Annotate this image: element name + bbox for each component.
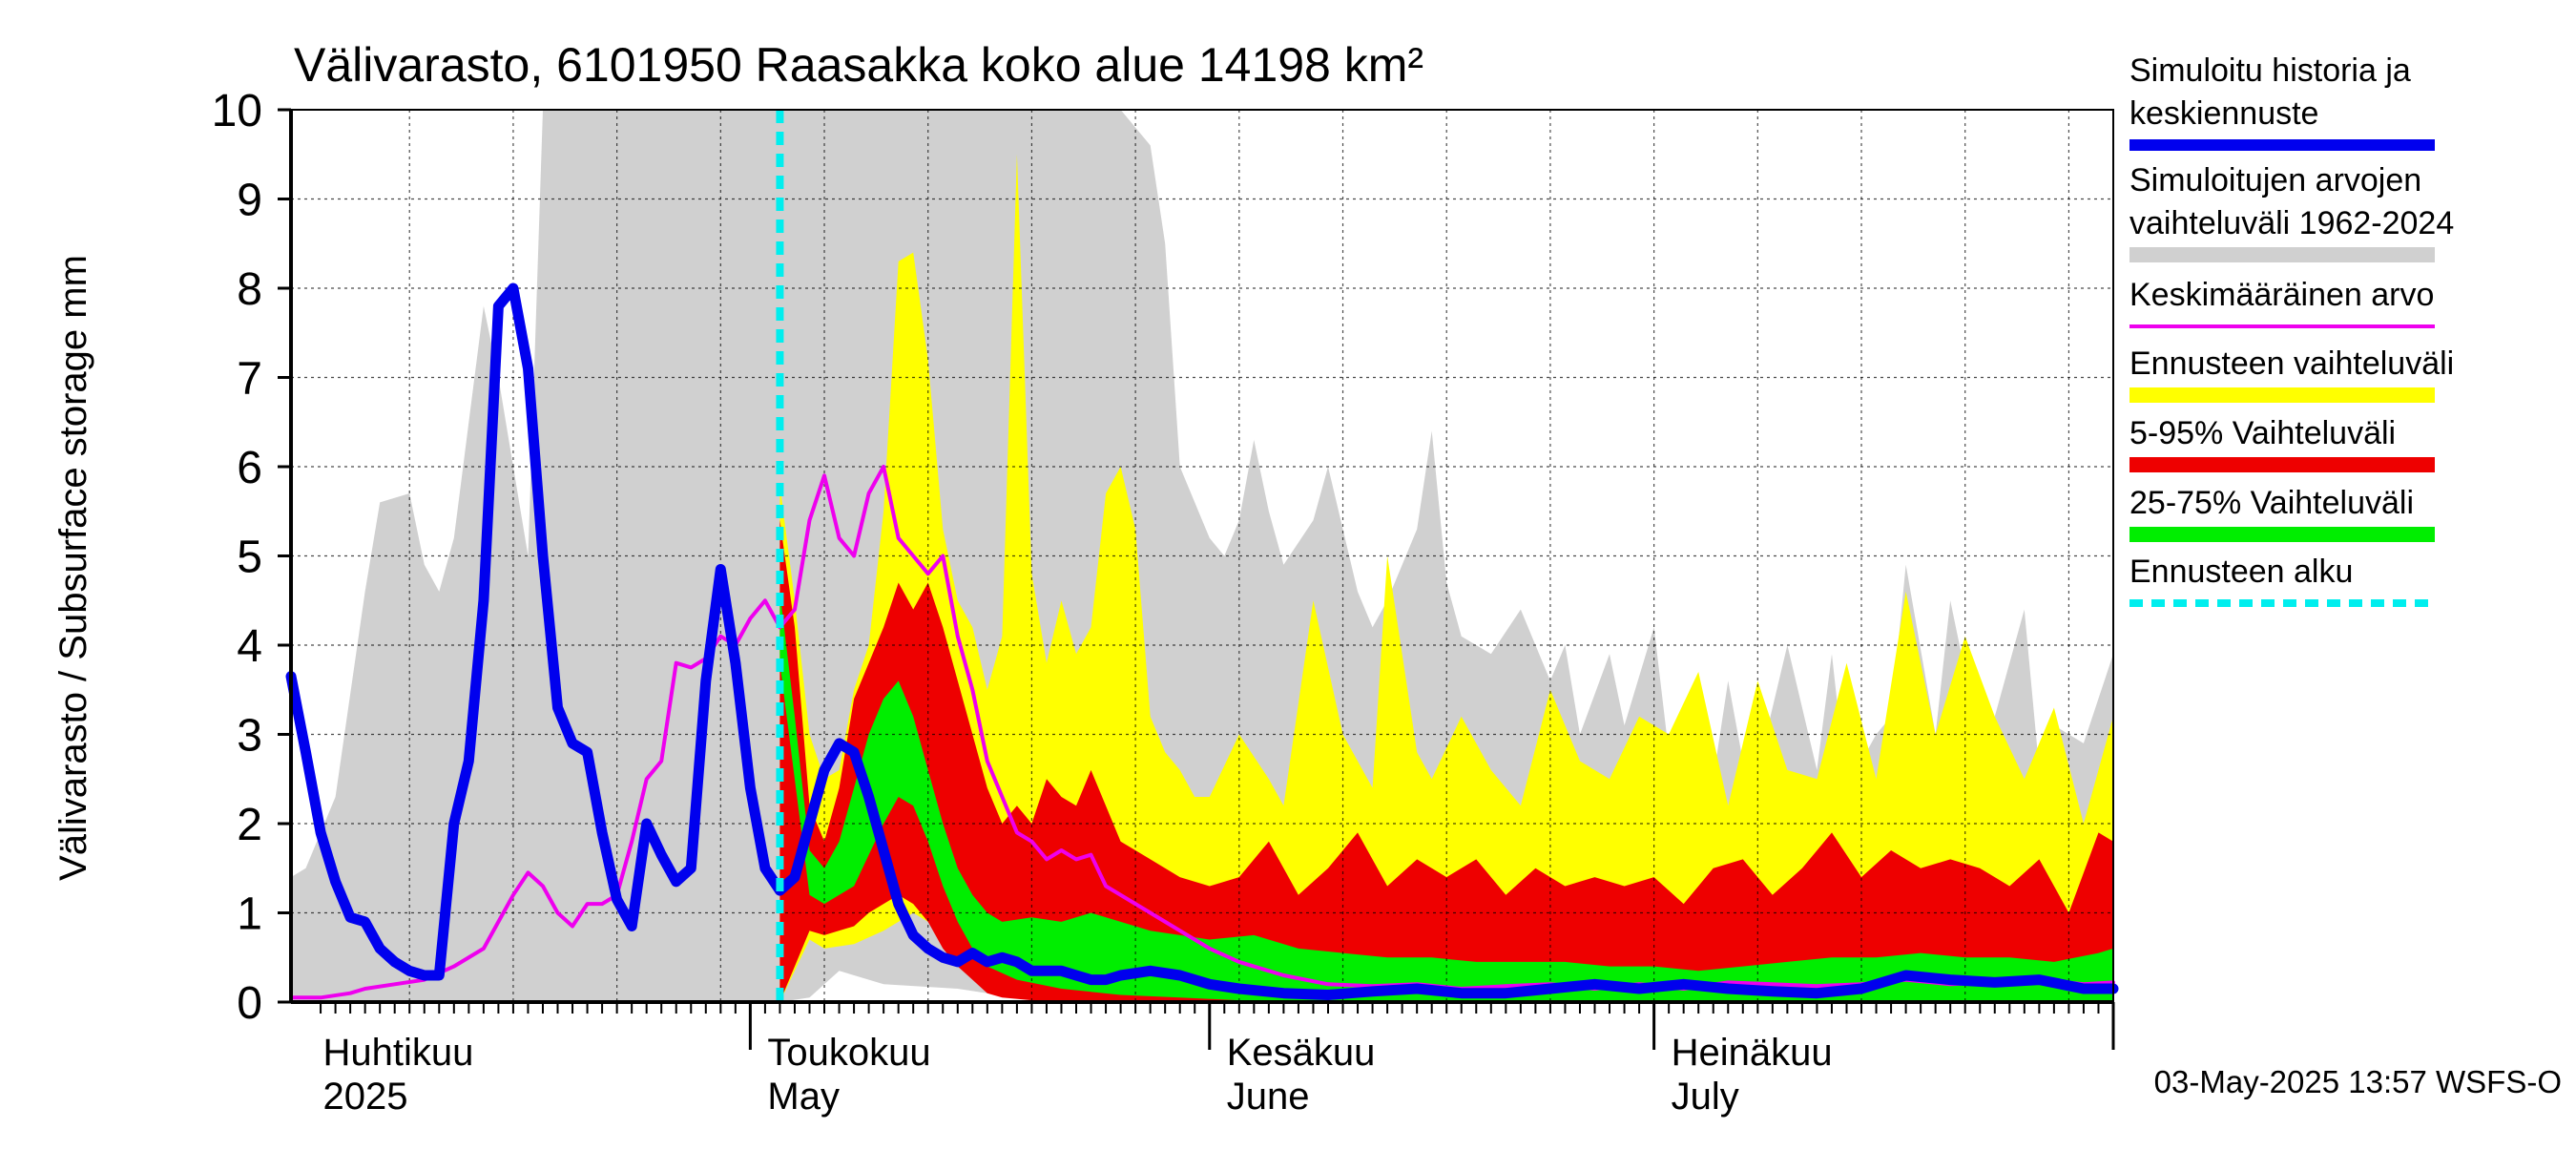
x-month-label: Kesäkuu xyxy=(1227,1032,1376,1074)
legend-label: 5-95% Vaihteluväli xyxy=(2129,415,2396,451)
p25-p75-band xyxy=(779,591,2113,1001)
y-tick-label: 9 xyxy=(237,176,262,226)
x-month-label: Toukokuu xyxy=(767,1032,930,1074)
y-tick-label: 7 xyxy=(237,354,262,405)
y-tick-label: 5 xyxy=(237,533,262,583)
lines-layer xyxy=(285,110,2119,1002)
legend-label: Ennusteen vaihteluväli xyxy=(2129,345,2454,382)
legend: Simuloitu historia ja keskiennuste Simuloi… xyxy=(2129,52,2454,607)
y-tick-label: 10 xyxy=(212,86,262,136)
y-tick-label: 3 xyxy=(237,711,262,762)
y-tick-label: 8 xyxy=(237,264,262,315)
simulated-history-median-line xyxy=(285,282,2119,1000)
x-month-label: Heinäkuu xyxy=(1672,1032,1833,1074)
grid-layer xyxy=(291,110,2113,1002)
y-tick-label: 4 xyxy=(237,621,262,672)
timestamp-footer: 03-May-2025 13:57 WSFS-O xyxy=(2154,1064,2562,1099)
y-tick-label: 1 xyxy=(237,889,262,940)
y-axis-label: Välivarasto / Subsurface storage mm xyxy=(52,255,94,881)
forecast-range-band xyxy=(779,154,2113,1003)
legend-label: vaihteluväli 1962-2024 xyxy=(2129,205,2454,241)
x-month-sublabel: 2025 xyxy=(323,1076,408,1118)
y-tick-label: 6 xyxy=(237,443,262,493)
y-tick-label: 2 xyxy=(237,800,262,850)
p5-p95-band xyxy=(779,520,2113,1002)
legend-label: Simuloitu historia ja xyxy=(2129,52,2411,89)
legend-label: 25-75% Vaihteluväli xyxy=(2129,485,2414,521)
x-month-label: Huhtikuu xyxy=(323,1032,474,1074)
y-tick-label: 0 xyxy=(237,978,262,1029)
x-month-sublabel: July xyxy=(1672,1076,1739,1118)
chart-title: Välivarasto, 6101950 Raasakka koko alue … xyxy=(294,38,1423,92)
x-month-sublabel: June xyxy=(1227,1076,1310,1118)
x-month-sublabel: May xyxy=(767,1076,840,1118)
legend-label: Ennusteen alku xyxy=(2129,554,2353,590)
legend-label: Simuloitujen arvojen xyxy=(2129,162,2421,199)
legend-label: Keskimääräinen arvo xyxy=(2129,277,2434,313)
legend-label: keskiennuste xyxy=(2129,95,2318,132)
